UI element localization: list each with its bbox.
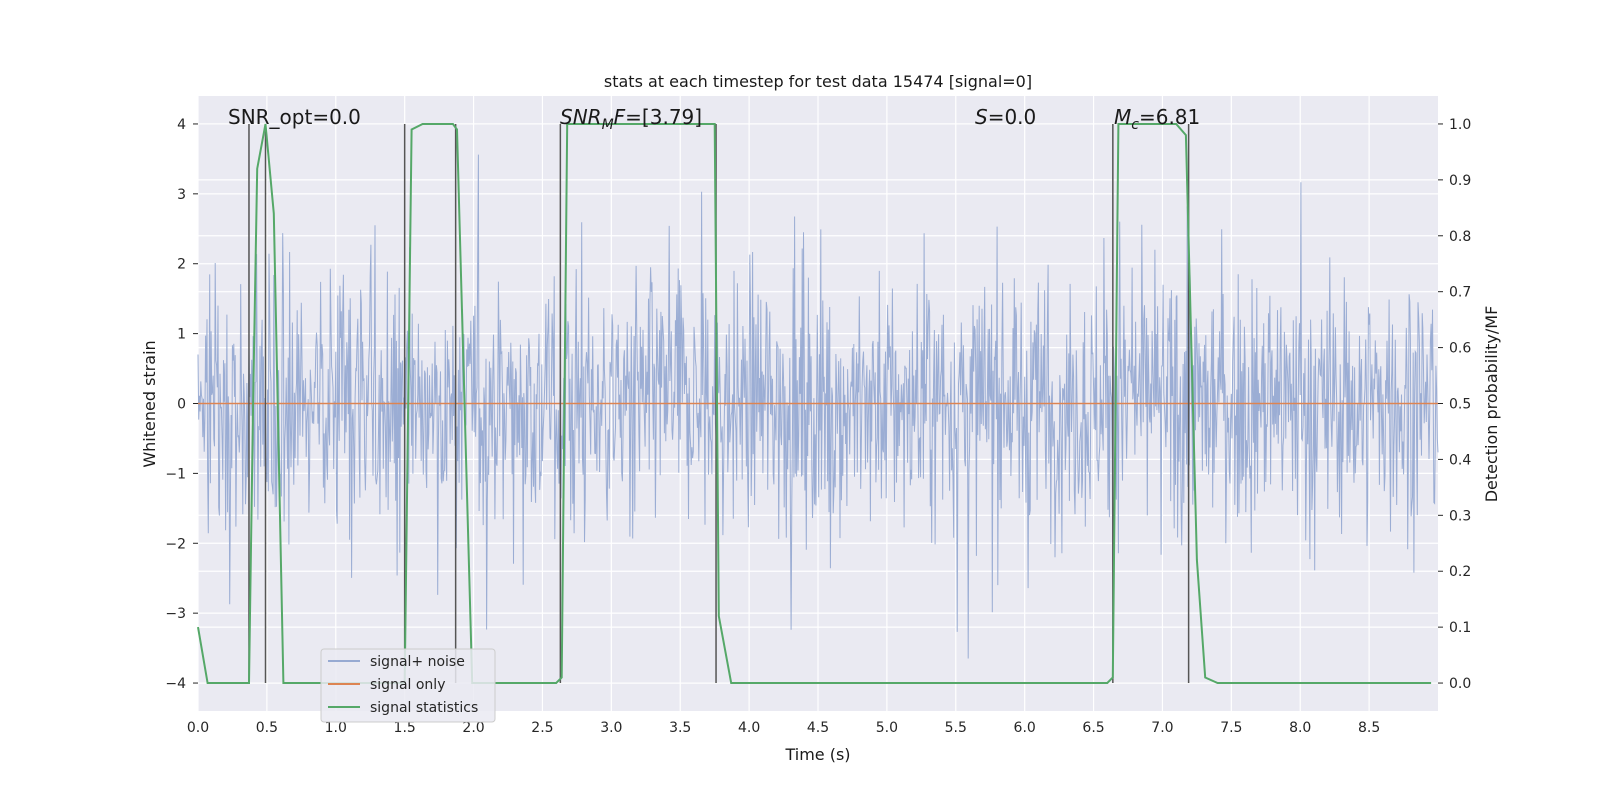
y-tick-label: 2 — [177, 257, 186, 273]
x-tick-label: 3.5 — [669, 720, 691, 736]
y-tick-label: −1 — [165, 466, 186, 482]
y-right-tick-label: 0.0 — [1449, 676, 1471, 692]
chart-title: stats at each timestep for test data 154… — [604, 72, 1032, 91]
annotation-snr-mf: SNRMF=[3.79] — [560, 105, 702, 133]
snr-symbol: SNR — [560, 105, 602, 129]
x-tick-label: 0.5 — [256, 720, 278, 736]
y-right-tick-label: 0.6 — [1449, 341, 1471, 357]
x-axis-label: Time (s) — [784, 745, 850, 764]
x-tick-label: 3.0 — [600, 720, 622, 736]
y-tick-label: −4 — [165, 676, 186, 692]
snr-mf-value: =[3.79] — [625, 105, 702, 129]
legend-label-signal-statistics: signal statistics — [370, 700, 478, 716]
y-right-tick-label: 0.3 — [1449, 508, 1471, 524]
y-tick-label: −3 — [165, 606, 186, 622]
x-tick-label: 7.5 — [1220, 720, 1242, 736]
x-tick-label: 1.5 — [394, 720, 416, 736]
y-tick-label: 3 — [177, 187, 186, 203]
ticks: 0.0 0.5 1.0 1.5 2.0 2.5 3.0 3.5 4.0 4.5 5.0 5.5 6.0 6… — [165, 117, 1471, 736]
y-right-tick-label: 0.1 — [1449, 620, 1471, 636]
x-tick-label: 4.5 — [807, 720, 829, 736]
annotation-mc: Mc=6.81 — [1114, 105, 1200, 133]
y-tick-label: 0 — [177, 397, 186, 413]
x-tick-label: 8.0 — [1289, 720, 1311, 736]
x-tick-label: 5.0 — [876, 720, 898, 736]
x-tick-label: 7.0 — [1151, 720, 1173, 736]
x-tick-label: 6.0 — [1014, 720, 1036, 736]
y-right-tick-label: 0.7 — [1449, 285, 1471, 301]
y-right-tick-label: 0.5 — [1449, 397, 1471, 413]
legend-label-signal-only: signal only — [370, 677, 445, 693]
annotation-s: S=0.0 — [975, 105, 1036, 129]
x-tick-label: 2.5 — [531, 720, 553, 736]
x-tick-label: 4.0 — [738, 720, 760, 736]
mc-symbol: M — [1114, 105, 1131, 129]
y-right-axis-label: Detection probability/MF — [1482, 306, 1501, 503]
annotation-snr-opt: SNR_opt=0.0 — [228, 105, 361, 129]
legend-box — [320, 648, 496, 723]
x-tick-label: 6.5 — [1082, 720, 1104, 736]
y-right-tick-label: 0.4 — [1449, 452, 1471, 468]
mc-sub: c — [1131, 117, 1139, 133]
y-right-tick-label: 0.8 — [1449, 229, 1471, 245]
x-tick-label: 8.5 — [1358, 720, 1380, 736]
y-right-tick-label: 0.2 — [1449, 564, 1471, 580]
s-symbol: S — [975, 105, 988, 129]
y-tick-label: −2 — [165, 536, 186, 552]
x-tick-label: 0.0 — [187, 720, 209, 736]
vertical-markers — [248, 123, 1190, 684]
y-right-tick-label: 0.9 — [1449, 173, 1471, 189]
x-tick-label: 5.5 — [945, 720, 967, 736]
x-tick-label: 2.0 — [462, 720, 484, 736]
snr-sub: M — [602, 117, 614, 133]
x-tick-label: 1.0 — [325, 720, 347, 736]
y-right-tick-label: 1.0 — [1449, 117, 1471, 133]
legend-label-signal-noise: signal+ noise — [370, 654, 465, 670]
y-tick-label: 4 — [177, 117, 186, 133]
snr-f: F — [614, 105, 626, 129]
y-tick-label: 1 — [177, 327, 186, 343]
legend: signal+ noise signal only signal statist… — [320, 648, 496, 723]
s-value: =0.0 — [988, 105, 1037, 129]
y-axis-label: Whitened strain — [140, 340, 159, 467]
mc-value: =6.81 — [1139, 105, 1200, 129]
